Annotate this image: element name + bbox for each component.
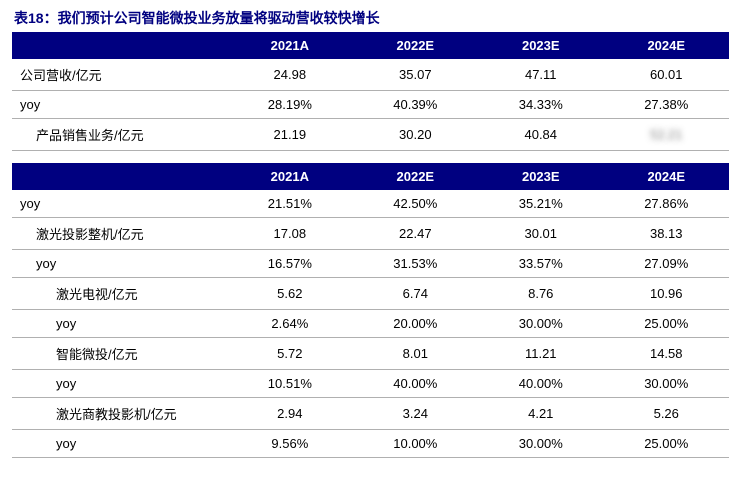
header-blank [12, 32, 227, 59]
cell-value: 10.00% [353, 430, 478, 458]
cell-value: 5.62 [227, 278, 352, 310]
table-row: 激光投影整机/亿元17.0822.4730.0138.13 [12, 218, 729, 250]
header-row: 2021A 2022E 2023E 2024E [12, 163, 729, 190]
cell-value: 34.33% [478, 91, 603, 119]
cell-value: 5.26 [604, 398, 730, 430]
cell-value: 38.13 [604, 218, 730, 250]
cell-value: 27.09% [604, 250, 730, 278]
row-label: yoy [12, 430, 227, 458]
cell-value: 30.00% [478, 430, 603, 458]
row-label: yoy [12, 310, 227, 338]
cell-value: 8.01 [353, 338, 478, 370]
header-col-2: 2023E [478, 163, 603, 190]
cell-value: 11.21 [478, 338, 603, 370]
row-label: 公司营收/亿元 [12, 59, 227, 91]
cell-value: 16.57% [227, 250, 352, 278]
cell-value: 42.50% [353, 190, 478, 218]
row-label: 激光投影整机/亿元 [12, 218, 227, 250]
cell-value: 10.51% [227, 370, 352, 398]
table-row: yoy28.19%40.39%34.33%27.38% [12, 91, 729, 119]
cell-value: 30.20 [353, 119, 478, 151]
cell-value: 28.19% [227, 91, 352, 119]
cell-value: 14.58 [604, 338, 730, 370]
cell-value: 2.94 [227, 398, 352, 430]
table-row: yoy2.64%20.00%30.00%25.00% [12, 310, 729, 338]
cell-value: 5.72 [227, 338, 352, 370]
header-row: 2021A 2022E 2023E 2024E [12, 32, 729, 59]
financial-table-2: 2021A 2022E 2023E 2024E yoy21.51%42.50%3… [12, 163, 729, 458]
table-row: yoy16.57%31.53%33.57%27.09% [12, 250, 729, 278]
table-row: 产品销售业务/亿元21.1930.2040.8452.21 [12, 119, 729, 151]
header-col-3: 2024E [604, 32, 730, 59]
row-label: yoy [12, 370, 227, 398]
table-title: 表18：我们预计公司智能微投业务放量将驱动营收较快增长 [12, 8, 729, 28]
cell-value: 3.24 [353, 398, 478, 430]
header-col-0: 2021A [227, 32, 352, 59]
header-col-1: 2022E [353, 32, 478, 59]
cell-value: 25.00% [604, 430, 730, 458]
row-label: 激光电视/亿元 [12, 278, 227, 310]
cell-value: 30.01 [478, 218, 603, 250]
table-row: 激光商教投影机/亿元2.943.244.215.26 [12, 398, 729, 430]
cell-value: 31.53% [353, 250, 478, 278]
cell-value: 22.47 [353, 218, 478, 250]
cell-value: 30.00% [604, 370, 730, 398]
cell-value: 9.56% [227, 430, 352, 458]
header-col-3: 2024E [604, 163, 730, 190]
cell-value: 40.39% [353, 91, 478, 119]
financial-table-1: 2021A 2022E 2023E 2024E 公司营收/亿元24.9835.0… [12, 32, 729, 151]
header-col-2: 2023E [478, 32, 603, 59]
cell-value: 20.00% [353, 310, 478, 338]
cell-value: 40.00% [478, 370, 603, 398]
cell-value: 10.96 [604, 278, 730, 310]
cell-value: 52.21 [604, 119, 730, 151]
cell-value: 25.00% [604, 310, 730, 338]
cell-value: 33.57% [478, 250, 603, 278]
cell-value: 27.38% [604, 91, 730, 119]
cell-value: 21.19 [227, 119, 352, 151]
row-label: yoy [12, 250, 227, 278]
header-col-0: 2021A [227, 163, 352, 190]
table-row: 公司营收/亿元24.9835.0747.1160.01 [12, 59, 729, 91]
cell-value: 21.51% [227, 190, 352, 218]
table-row: yoy10.51%40.00%40.00%30.00% [12, 370, 729, 398]
cell-value: 35.21% [478, 190, 603, 218]
cell-value: 2.64% [227, 310, 352, 338]
cell-value: 4.21 [478, 398, 603, 430]
row-label: 产品销售业务/亿元 [12, 119, 227, 151]
cell-value: 40.84 [478, 119, 603, 151]
cell-value: 24.98 [227, 59, 352, 91]
cell-value: 27.86% [604, 190, 730, 218]
table-row: yoy21.51%42.50%35.21%27.86% [12, 190, 729, 218]
table-row: yoy9.56%10.00%30.00%25.00% [12, 430, 729, 458]
cell-value: 30.00% [478, 310, 603, 338]
cell-value: 40.00% [353, 370, 478, 398]
row-label: yoy [12, 190, 227, 218]
table-row: 激光电视/亿元5.626.748.7610.96 [12, 278, 729, 310]
cell-value: 47.11 [478, 59, 603, 91]
row-label: 激光商教投影机/亿元 [12, 398, 227, 430]
row-label: 智能微投/亿元 [12, 338, 227, 370]
cell-value: 60.01 [604, 59, 730, 91]
header-col-1: 2022E [353, 163, 478, 190]
cell-value: 8.76 [478, 278, 603, 310]
cell-value: 35.07 [353, 59, 478, 91]
header-blank [12, 163, 227, 190]
row-label: yoy [12, 91, 227, 119]
cell-value: 17.08 [227, 218, 352, 250]
cell-value: 6.74 [353, 278, 478, 310]
table-row: 智能微投/亿元5.728.0111.2114.58 [12, 338, 729, 370]
